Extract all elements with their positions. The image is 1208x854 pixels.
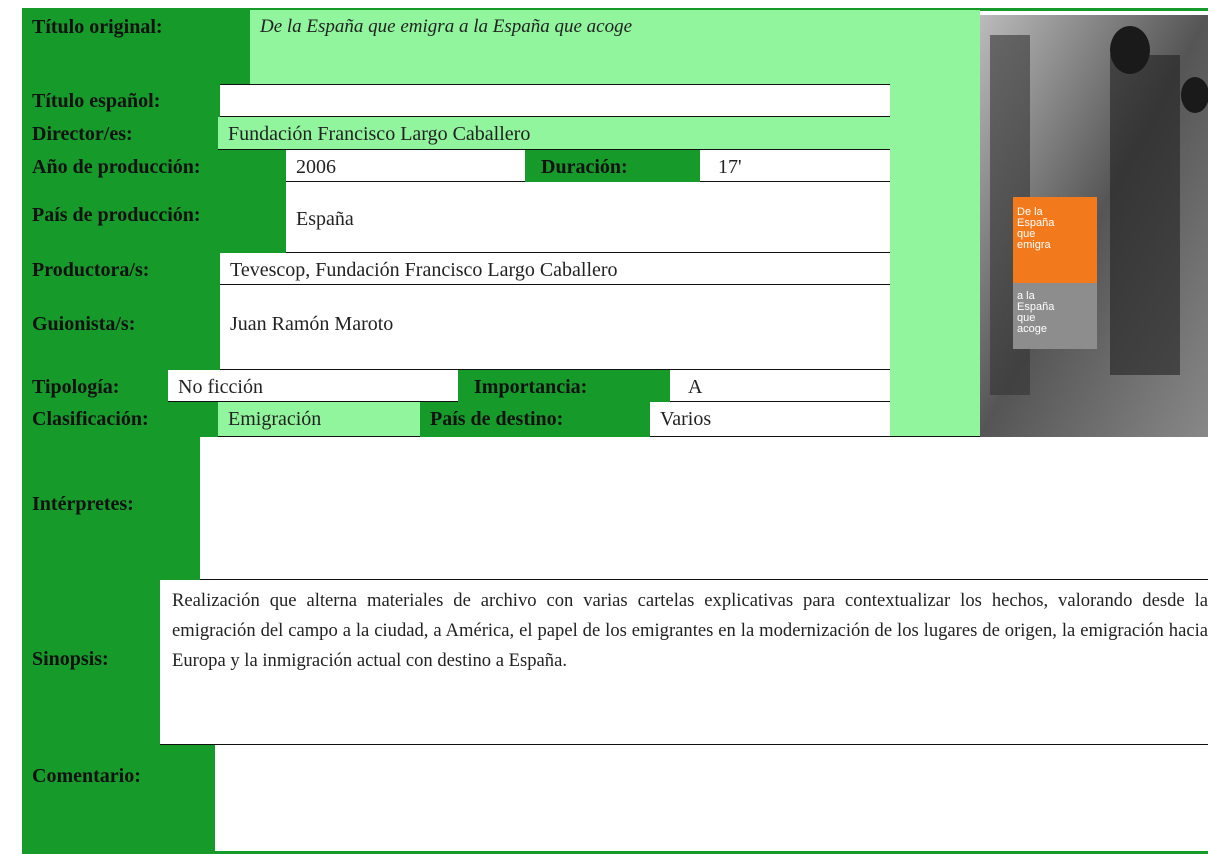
value: Emigración [218, 402, 420, 437]
label: Guionista/s: [22, 285, 220, 370]
label: Comentario: [22, 745, 215, 854]
label: Título original: [22, 10, 250, 84]
label: Título español: [22, 84, 220, 117]
value [200, 437, 1208, 580]
top-border [22, 8, 1208, 11]
label: Director/es: [22, 117, 218, 150]
label: País de producción: [22, 182, 286, 253]
value [220, 84, 890, 117]
label: País de destino: [420, 402, 650, 437]
poster-text: a la [1017, 290, 1036, 302]
label: Duración: [525, 150, 700, 182]
label: Año de producción: [22, 150, 286, 182]
value: Fundación Francisco Largo Caballero [218, 117, 890, 150]
label: Tipología: [22, 370, 168, 402]
poster-text: acoge [1017, 323, 1047, 335]
label: Sinopsis: [22, 580, 160, 745]
label: Importancia: [458, 370, 670, 402]
value [215, 745, 1208, 854]
value: No ficción [168, 370, 458, 402]
value: Tevescop, Fundación Francisco Largo Caba… [220, 253, 890, 285]
value: Varios [650, 402, 890, 437]
value: España [286, 182, 890, 253]
value: 17' [700, 150, 890, 182]
value: 2006 [286, 150, 525, 182]
poster-text: España [1017, 217, 1055, 229]
label: Clasificación: [22, 402, 218, 437]
label: Intérpretes: [22, 437, 200, 580]
value: A [670, 370, 890, 402]
value: Realización que alterna materiales de ar… [160, 580, 1208, 745]
poster-text: que [1017, 228, 1035, 240]
poster-text: emigra [1017, 239, 1052, 251]
poster-text: De la [1017, 206, 1044, 218]
poster-text: España [1017, 301, 1055, 313]
side-fill [890, 10, 980, 437]
value: Juan Ramón Maroto [220, 285, 890, 370]
value: De la España que emigra a la España que … [250, 10, 890, 84]
poster-text: que [1017, 312, 1035, 324]
label: Productora/s: [22, 253, 220, 285]
